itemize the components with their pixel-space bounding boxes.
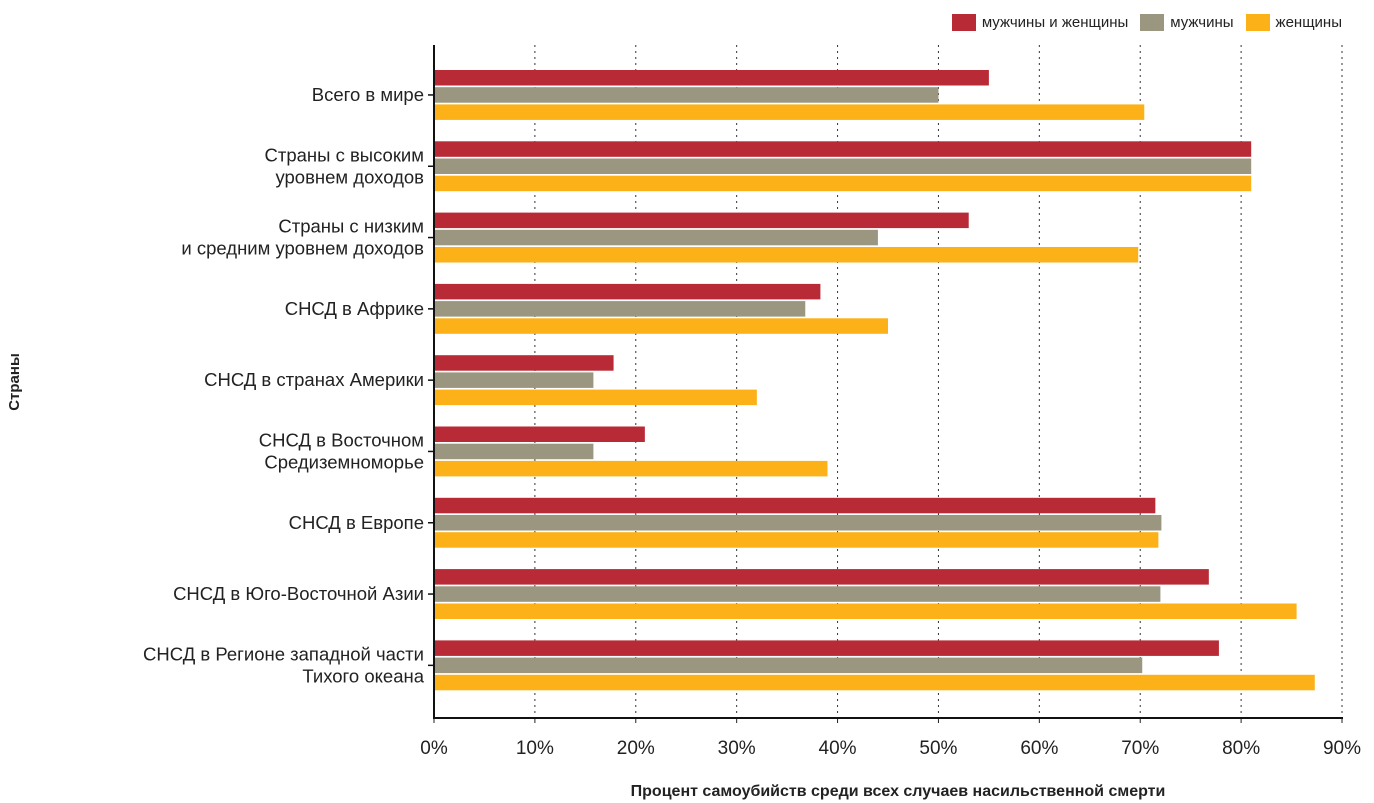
x-tick-label: 50% [919, 738, 957, 759]
x-tick-label: 0% [420, 738, 448, 759]
legend-item-both: мужчины и женщины [951, 14, 1129, 31]
bar-both [434, 355, 614, 371]
legend-label-women: женщины [1275, 14, 1342, 31]
bar-men [434, 372, 594, 388]
legend-swatch-men [1140, 14, 1165, 31]
bar-both [434, 283, 821, 300]
bar-men [434, 443, 594, 460]
bar-women [434, 104, 1145, 120]
bar-women [434, 389, 757, 406]
bar-both [434, 426, 645, 442]
category-label: Страны с высоким [265, 144, 424, 165]
category-label: Тихого океана [302, 665, 424, 686]
bar-both [434, 212, 969, 229]
category-label: СНСД в Африке [285, 298, 424, 319]
bar-women [434, 460, 828, 477]
legend-item-women: женщины [1245, 14, 1342, 31]
category-label: Средиземноморье [264, 451, 424, 472]
y-axis-title: Страны [6, 353, 23, 411]
bar-women [434, 603, 1297, 619]
category-label: СНСД в странах Америки [204, 369, 424, 390]
legend: мужчины и женщины мужчины женщины [951, 14, 1342, 31]
category-label: СНСД в Восточном [259, 429, 424, 450]
bar-both [434, 141, 1252, 157]
category-label: СНСД в Регионе западной части [143, 643, 424, 664]
bar-women [434, 175, 1252, 192]
bar-men [434, 515, 1162, 531]
bar-men [434, 586, 1161, 602]
x-tick-label: 70% [1121, 738, 1159, 759]
legend-item-men: мужчины [1140, 14, 1234, 31]
x-tick-label: 60% [1020, 738, 1058, 759]
bar-men [434, 301, 806, 317]
category-label: Всего в мире [312, 84, 424, 105]
bar-women [434, 247, 1139, 263]
legend-swatch-women [1245, 14, 1270, 31]
bar-both [434, 569, 1209, 585]
bar-both [434, 497, 1156, 514]
category-label: уровнем доходов [275, 166, 424, 187]
bar-men [434, 229, 878, 246]
legend-swatch-both [951, 14, 976, 31]
category-label: СНСД в Юго-Восточной Азии [173, 583, 424, 604]
x-tick-label: 90% [1323, 738, 1361, 759]
x-tick-label: 20% [617, 738, 655, 759]
bar-women [434, 318, 888, 334]
bar-men [434, 87, 939, 103]
bar-women [434, 532, 1159, 548]
bar-both [434, 70, 989, 86]
x-tick-label: 40% [819, 738, 857, 759]
x-axis-title: Процент самоубийств среди всех случаев н… [631, 783, 1166, 800]
bar-men [434, 657, 1143, 674]
legend-label-both: мужчины и женщины [981, 14, 1129, 31]
category-label: и средним уровнем доходов [181, 238, 424, 259]
bar-men [434, 158, 1252, 174]
x-tick-label: 30% [718, 738, 756, 759]
bar-women [434, 674, 1315, 691]
category-label: Страны с низким [278, 216, 424, 237]
bar-both [434, 640, 1219, 656]
x-tick-label: 80% [1222, 738, 1260, 759]
category-label: СНСД в Европе [289, 512, 424, 533]
x-tick-label: 10% [516, 738, 554, 759]
legend-label-men: мужчины [1170, 14, 1234, 31]
